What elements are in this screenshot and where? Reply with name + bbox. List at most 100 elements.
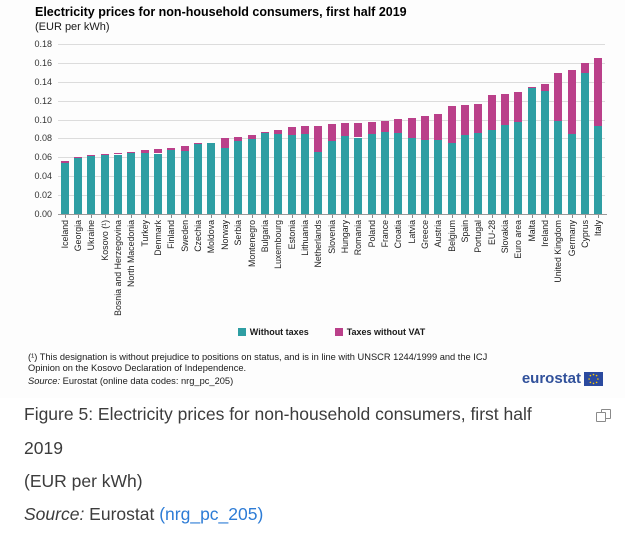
bar-segment-without-taxes — [434, 140, 443, 214]
eu-flag-icon — [584, 371, 603, 386]
bar-segment-without-taxes — [380, 131, 389, 214]
x-axis-label: Serbia — [233, 220, 244, 246]
x-axis-tick — [464, 215, 466, 218]
bar-segment-without-taxes — [354, 137, 363, 214]
dataset-link[interactable]: (nrg_pc_205) — [159, 504, 264, 524]
bar-segment-without-taxes — [154, 153, 163, 214]
source-label: Source: — [28, 376, 61, 386]
y-gridline — [58, 82, 605, 83]
bar-segment-taxes-without-vat — [541, 83, 549, 92]
bar-segment-without-taxes — [394, 132, 403, 214]
bar-segment-without-taxes — [114, 154, 122, 214]
bar-segment-without-taxes — [527, 88, 536, 214]
x-axis-label: EU-28 — [486, 220, 497, 245]
bar-segment-taxes-without-vat — [474, 104, 483, 133]
x-axis-tick — [358, 215, 360, 218]
x-axis-label: Slovenia — [326, 220, 337, 254]
bar-segment-taxes-without-vat — [167, 147, 176, 150]
y-axis-tick-label: 0.16 — [34, 58, 52, 68]
x-axis-label: Netherlands — [313, 220, 324, 268]
figure-panel: Electricity prices for non-household con… — [28, 5, 607, 387]
x-axis-label: Finland — [166, 220, 177, 249]
x-axis-tick — [558, 215, 560, 218]
caption-line-1: Figure 5: Electricity prices for non-hou… — [24, 404, 532, 424]
caption-line-2: 2019 — [24, 438, 63, 458]
x-axis-tick — [344, 215, 346, 218]
x-axis-tick — [131, 215, 133, 218]
bar-segment-taxes-without-vat — [314, 126, 323, 152]
x-axis-tick — [331, 215, 333, 218]
x-axis-label: Slovakia — [499, 220, 510, 254]
caption-source-label: Source: — [24, 504, 85, 524]
chart-subtitle: (EUR per kWh) — [35, 21, 110, 33]
bar-segment-without-taxes — [274, 133, 283, 214]
y-gridline — [58, 63, 605, 64]
x-axis-label: Bulgaria — [259, 220, 270, 253]
x-axis-tick — [504, 215, 506, 218]
bar-segment-without-taxes — [220, 147, 229, 214]
bar-segment-taxes-without-vat — [87, 154, 96, 157]
x-axis-label: Kosovo (¹) — [99, 220, 110, 261]
footnote-line-1: (¹) This designation is without prejudic… — [28, 352, 488, 362]
bar-segment-taxes-without-vat — [380, 120, 389, 132]
bar-segment-taxes-without-vat — [354, 123, 363, 138]
bar-segment-without-taxes — [340, 135, 349, 214]
x-axis-label: Romania — [353, 220, 364, 256]
caption-source-name: Eurostat — [84, 504, 160, 524]
caption-source-line: Source: Eurostat (nrg_pc_205) — [24, 504, 263, 525]
x-axis-tick — [545, 215, 546, 218]
source-text: Eurostat (online data codes: nrg_pc_205) — [60, 376, 234, 386]
plot-area: 0.00 0.02 0.04 0.06 0.08 0.10 0.12 0.14 0.16 0.18… — [34, 39, 607, 316]
bar-segment-taxes-without-vat — [140, 149, 149, 153]
y-axis-tick-label: 0.06 — [34, 152, 52, 162]
x-axis-tick — [104, 215, 106, 218]
bar-segment-without-taxes — [87, 156, 96, 214]
y-gridline — [58, 44, 605, 45]
x-axis-tick — [224, 215, 226, 218]
bar-segment-taxes-without-vat — [527, 86, 536, 89]
bar-segment-taxes-without-vat — [514, 92, 523, 123]
bar-segment-taxes-without-vat — [447, 106, 456, 144]
chart-title: Electricity prices for non-household con… — [35, 5, 407, 19]
bar-segment-taxes-without-vat — [434, 113, 443, 141]
expand-figure-icon[interactable] — [596, 409, 611, 422]
x-axis-label: Greece — [419, 220, 430, 249]
x-axis-tick — [531, 215, 533, 218]
eurostat-logo-text: eurostat — [521, 370, 581, 387]
bar-segment-without-taxes — [460, 134, 469, 214]
x-axis-label: Sweden — [179, 220, 190, 252]
y-gridline — [58, 101, 605, 102]
x-axis-label: Cyprus — [580, 220, 590, 248]
x-axis-tick — [211, 215, 213, 218]
legend-swatch-teal-icon — [237, 328, 246, 336]
x-axis-tick — [78, 215, 79, 218]
figure-source-note: Source: Eurostat (online data codes: nrg… — [28, 376, 233, 386]
x-axis-tick — [264, 215, 266, 218]
bar-segment-taxes-without-vat — [407, 117, 416, 139]
bar-segment-taxes-without-vat — [567, 70, 576, 134]
x-axis-tick — [371, 215, 373, 218]
bar-segment-taxes-without-vat — [234, 136, 243, 142]
bar-segment-without-taxes — [127, 152, 136, 214]
bar-segment-without-taxes — [234, 141, 243, 214]
x-axis-label: Norway — [219, 220, 230, 250]
bar-segment-without-taxes — [594, 126, 603, 214]
legend-swatch-pink-icon — [334, 328, 343, 336]
x-axis-label: United Kingdom — [553, 220, 564, 283]
x-axis-tick — [251, 215, 253, 218]
x-axis-tick — [411, 215, 413, 218]
y-axis-tick-label: 0.18 — [34, 39, 52, 49]
x-axis-tick — [318, 215, 320, 218]
x-axis-label: Turkey — [139, 220, 150, 247]
bar-segment-without-taxes — [541, 91, 549, 214]
x-axis-label: Germany — [566, 220, 577, 257]
bar-segment-taxes-without-vat — [327, 124, 336, 142]
caption-line-3: (EUR per kWh) — [24, 471, 143, 491]
bar-segment-taxes-without-vat — [247, 134, 256, 140]
bar-segment-taxes-without-vat — [220, 138, 229, 148]
x-axis-tick — [198, 215, 200, 218]
x-axis-tick — [571, 215, 573, 218]
x-axis-tick — [91, 215, 93, 218]
eurostat-logo: eurostat — [522, 370, 603, 387]
y-gridline — [58, 120, 605, 121]
